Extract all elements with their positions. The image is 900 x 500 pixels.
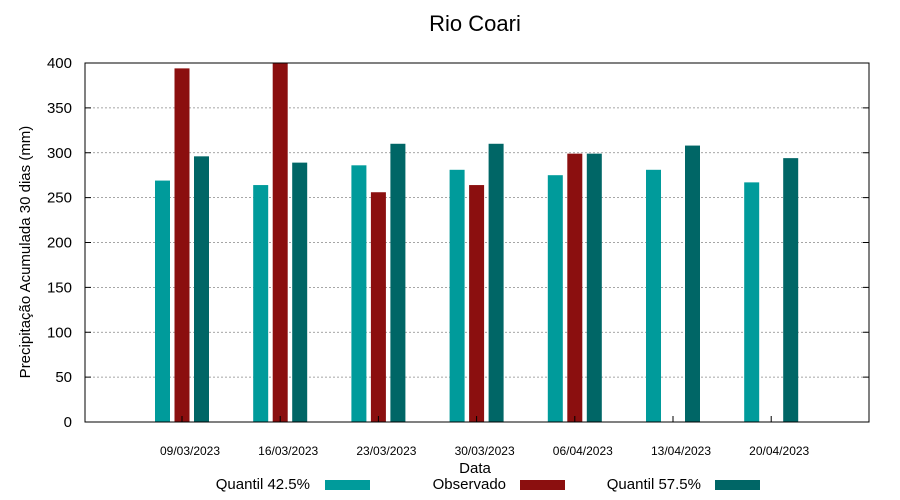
- legend-swatch: [715, 480, 760, 490]
- bar: [449, 169, 465, 422]
- y-axis-ticks: 0 50 100 150 200 250 300 350 400: [47, 55, 869, 431]
- bar: [351, 165, 367, 422]
- legend-label: Quantil 57.5%: [607, 476, 701, 493]
- legend-label: Observado: [433, 476, 506, 493]
- y-tick-label: 50: [55, 369, 72, 386]
- y-tick-label: 200: [47, 235, 72, 252]
- x-axis-label: Data: [459, 460, 491, 477]
- x-tick-label: 30/03/2023: [455, 444, 515, 458]
- bar: [586, 153, 602, 422]
- x-tick-label: 16/03/2023: [258, 444, 318, 458]
- x-tick-label: 23/03/2023: [356, 444, 416, 458]
- bar: [744, 182, 760, 422]
- x-axis-ticks: 09/03/2023 16/03/2023 23/03/2023 30/03/2023…: [160, 416, 810, 458]
- bar: [567, 153, 583, 422]
- bar: [174, 68, 190, 422]
- x-tick-label: 09/03/2023: [160, 444, 220, 458]
- bar: [469, 185, 485, 422]
- y-tick-label: 400: [47, 55, 72, 72]
- x-tick-label: 20/04/2023: [749, 444, 809, 458]
- y-axis-label: Precipitação Acumulada 30 dias (mm): [17, 126, 34, 379]
- bar: [488, 143, 504, 422]
- bar: [685, 145, 700, 422]
- bar: [253, 185, 269, 422]
- bar: [155, 180, 170, 422]
- x-tick-label: 13/04/2023: [651, 444, 711, 458]
- bar: [194, 156, 209, 422]
- bars-layer: [155, 63, 799, 422]
- y-tick-label: 0: [64, 414, 72, 431]
- chart-title: Rio Coari: [429, 11, 521, 36]
- bar: [646, 169, 661, 422]
- legend-swatch: [325, 480, 370, 490]
- bar: [370, 192, 386, 422]
- y-tick-label: 150: [47, 279, 72, 296]
- y-tick-label: 100: [47, 324, 72, 341]
- y-tick-label: 350: [47, 100, 72, 117]
- bar: [390, 143, 406, 422]
- legend-swatch: [520, 480, 565, 490]
- bar: [547, 175, 563, 422]
- x-tick-label: 06/04/2023: [553, 444, 613, 458]
- y-tick-label: 300: [47, 145, 72, 162]
- legend: Quantil 42.5% Observado Quantil 57.5%: [216, 476, 760, 493]
- bar: [272, 63, 288, 422]
- bar: [783, 158, 799, 422]
- y-tick-label: 250: [47, 190, 72, 207]
- bar: [292, 162, 308, 422]
- legend-label: Quantil 42.5%: [216, 476, 310, 493]
